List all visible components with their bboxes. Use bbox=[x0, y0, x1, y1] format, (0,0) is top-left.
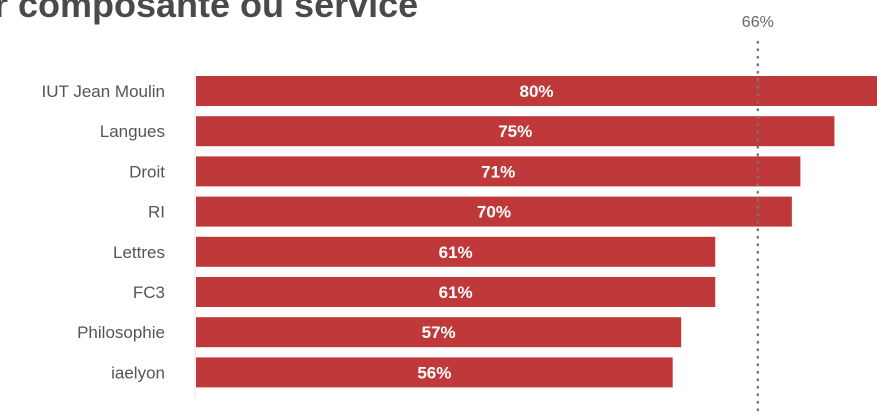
bar-value-label: 61% bbox=[439, 243, 473, 262]
bar-2 bbox=[196, 156, 801, 187]
bar-value-label: 57% bbox=[422, 323, 456, 342]
bar-3 bbox=[196, 196, 792, 227]
category-label: Lettres bbox=[113, 243, 165, 262]
category-label: IUT Jean Moulin bbox=[42, 82, 165, 101]
bar-value-label: 70% bbox=[477, 203, 511, 222]
bar-value-label: 75% bbox=[498, 122, 532, 141]
reference-line-label: 66% bbox=[742, 14, 774, 31]
category-label: FC3 bbox=[133, 283, 165, 302]
bars-layer: IUT Jean Moulin 80% Langues 75% Droit 71% RI 70… bbox=[42, 76, 877, 388]
bar-7 bbox=[196, 357, 673, 388]
category-label: Langues bbox=[100, 122, 165, 141]
bar-value-label: 61% bbox=[439, 283, 473, 302]
bar-value-label: 56% bbox=[417, 363, 451, 382]
bar-1 bbox=[196, 116, 835, 147]
reference-layer: 66% bbox=[742, 14, 774, 412]
chart-title: r composante ou service bbox=[0, 0, 419, 25]
bar-4 bbox=[196, 236, 716, 267]
bar-6 bbox=[196, 317, 682, 348]
bar-5 bbox=[196, 277, 716, 307]
bar-0 bbox=[196, 76, 877, 106]
bar-value-label: 80% bbox=[519, 82, 553, 101]
category-label: Philosophie bbox=[77, 323, 165, 342]
category-label: iaelyon bbox=[111, 363, 165, 382]
category-label: RI bbox=[148, 203, 165, 222]
category-label: Droit bbox=[129, 162, 165, 181]
bar-value-label: 71% bbox=[481, 162, 515, 181]
